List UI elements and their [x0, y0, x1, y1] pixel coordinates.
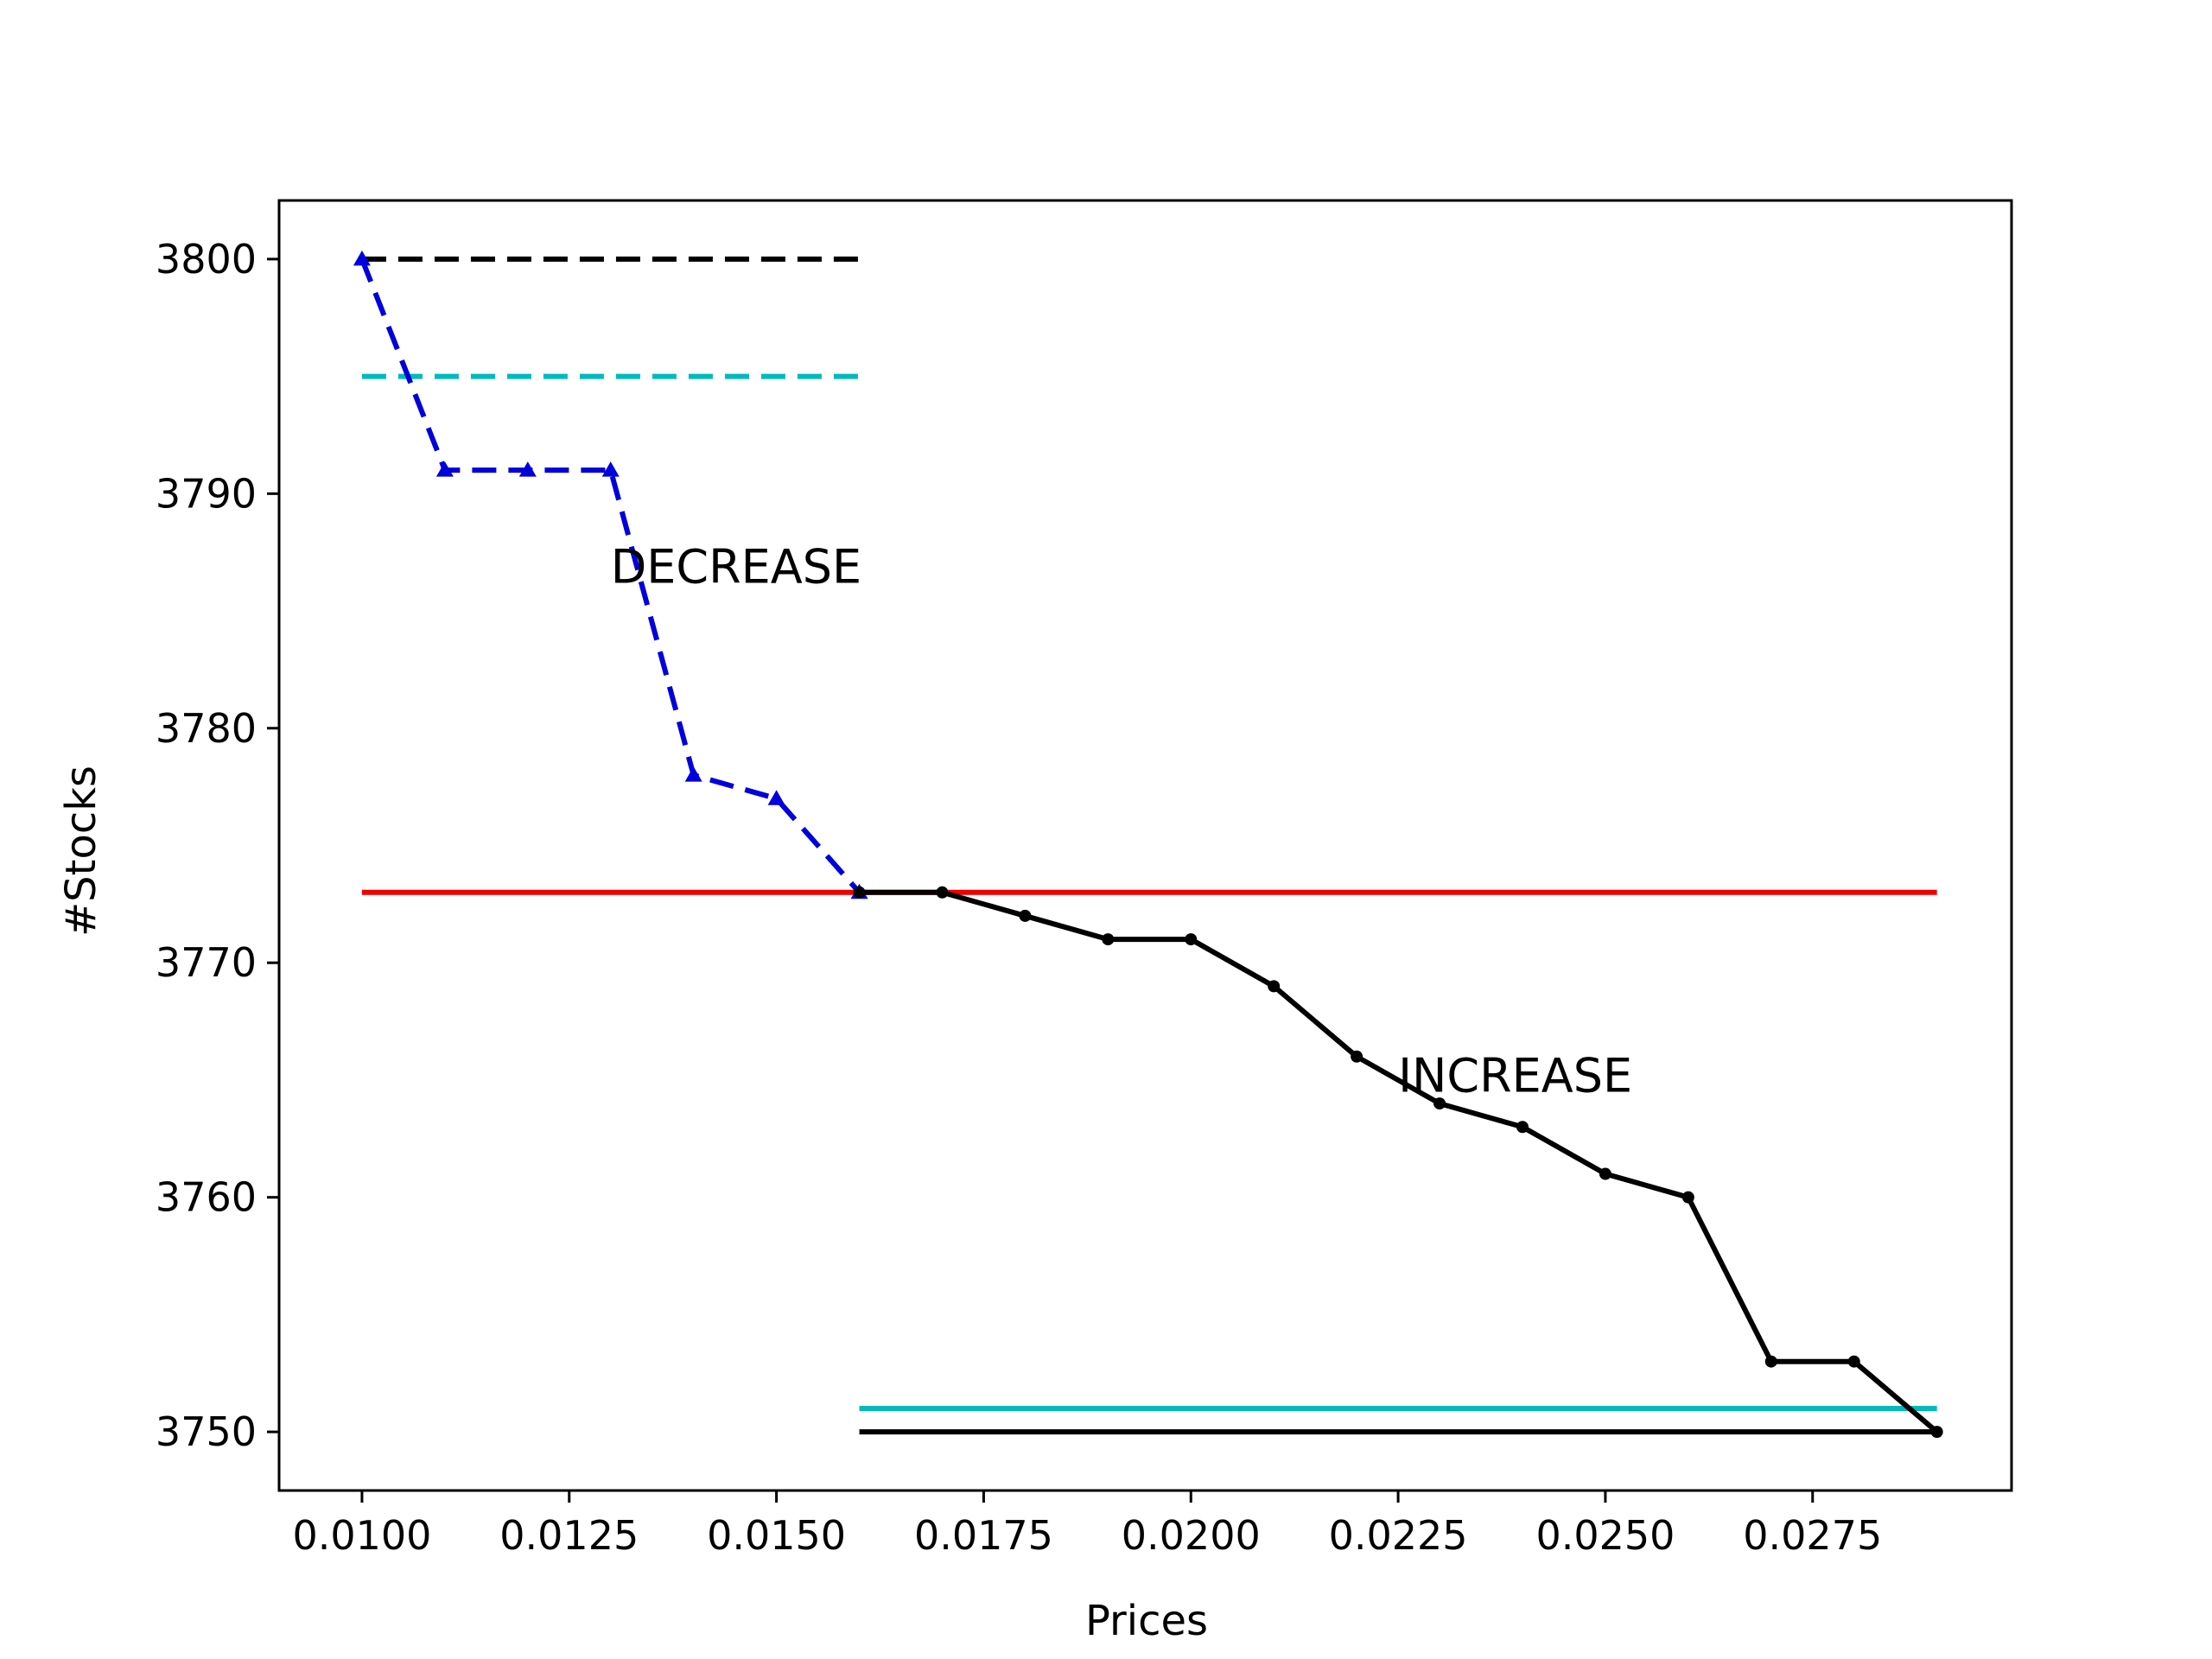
- x-tick-label: 0.0150: [707, 1512, 846, 1559]
- series-1-point: [1268, 980, 1281, 993]
- y-tick-label: 3780: [156, 705, 257, 752]
- series-1-point: [1681, 1191, 1694, 1204]
- annotation-label: DECREASE: [611, 539, 861, 594]
- series-1-point: [1764, 1355, 1777, 1368]
- series-0-point: [601, 461, 620, 477]
- series-1-point: [853, 886, 866, 899]
- y-tick-label: 3790: [156, 470, 257, 517]
- x-axis-label: Prices: [1085, 1597, 1208, 1645]
- series-0-point: [518, 461, 537, 477]
- series-1-point: [1516, 1121, 1529, 1134]
- x-tick-label: 0.0200: [1122, 1512, 1261, 1559]
- y-axis-ticks: 3750 3760 3770 3780 3790 3800: [156, 236, 279, 1455]
- series-1-point: [1185, 933, 1198, 946]
- series-0-point: [435, 461, 454, 477]
- x-tick-label: 0.0225: [1329, 1512, 1468, 1559]
- annotation-label: INCREASE: [1398, 1049, 1632, 1103]
- y-tick-label: 3800: [156, 236, 257, 283]
- series-1-point: [1930, 1426, 1943, 1439]
- data-series: [353, 250, 1943, 1439]
- series-1-line: [859, 889, 1939, 1434]
- series-1-point: [1102, 933, 1115, 946]
- y-tick-label: 3750: [156, 1408, 257, 1455]
- series-0-point: [353, 250, 371, 266]
- series-0-point: [684, 766, 702, 782]
- x-tick-label: 0.0175: [914, 1512, 1053, 1559]
- x-tick-label: 0.0275: [1743, 1512, 1882, 1559]
- y-tick-label: 3770: [156, 939, 257, 986]
- plot-area-frame: [277, 199, 2013, 1492]
- series-1-point: [1599, 1167, 1611, 1180]
- series-1-point: [936, 886, 949, 899]
- y-tick-label: 3760: [156, 1174, 257, 1221]
- x-tick-label: 0.0125: [499, 1512, 639, 1559]
- series-1-point: [1019, 909, 1032, 922]
- series-1-point: [1847, 1355, 1860, 1368]
- annotations: DECREASE INCREASE: [611, 539, 1632, 1103]
- series-1-point: [1351, 1050, 1363, 1063]
- x-axis-ticks: 0.0100 0.0125 0.0150 0.0175 0.0200 0.0225 0.02…: [292, 1491, 1882, 1559]
- x-tick-label: 0.0250: [1535, 1512, 1675, 1559]
- x-tick-label: 0.0100: [292, 1512, 431, 1559]
- series-1-point: [1433, 1097, 1446, 1110]
- reference-lines: [361, 256, 1937, 1435]
- series-0-point: [767, 790, 785, 805]
- y-axis-label: #Stocks: [57, 766, 105, 937]
